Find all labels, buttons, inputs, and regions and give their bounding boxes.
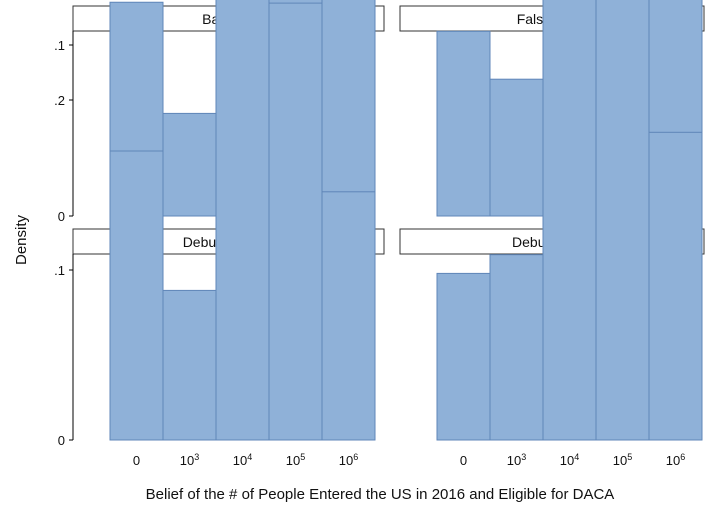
x-tick-label: 104 — [560, 452, 579, 468]
histogram-bar — [321, 0, 376, 217]
y-tick-label: 0 — [58, 209, 65, 224]
histogram-bar — [542, 0, 597, 441]
histogram-bar — [595, 0, 650, 441]
x-axis-label: Belief of the # of People Entered the US… — [146, 486, 615, 503]
histogram-bar — [162, 112, 217, 217]
x-tick-label: 0 — [133, 453, 140, 468]
y-tick-label: 0 — [58, 433, 65, 448]
y-tick-label: .2 — [54, 93, 65, 108]
histogram-bar — [648, 131, 703, 441]
panels: Baseline0.1.2.3False-claimDebunk-before0… — [54, 0, 705, 468]
x-tick-label: 103 — [507, 452, 526, 468]
y-axis-label: Density — [13, 214, 30, 265]
histogram-bar — [321, 191, 376, 441]
histogram-bar — [436, 30, 491, 217]
y-tick-label: .1 — [54, 263, 65, 278]
histogram-bar — [489, 78, 544, 217]
x-tick-label: 0 — [460, 453, 467, 468]
panel: Debunk-before0.1.2.30103104105106 — [54, 0, 385, 468]
x-tick-label: 105 — [286, 452, 305, 468]
x-tick-label: 103 — [180, 452, 199, 468]
histogram-bar — [436, 272, 491, 441]
histogram-bar — [489, 254, 544, 441]
x-tick-label: 106 — [666, 452, 685, 468]
panel: Debunk-after0103104105106 — [399, 0, 705, 468]
histogram-bar — [162, 289, 217, 441]
y-tick-label: .1 — [54, 38, 65, 53]
x-tick-label: 105 — [613, 452, 632, 468]
x-tick-label: 106 — [339, 452, 358, 468]
histogram-bar — [215, 0, 270, 441]
x-tick-label: 104 — [233, 452, 252, 468]
histogram-bar — [109, 150, 164, 441]
histogram-bar — [268, 2, 323, 441]
